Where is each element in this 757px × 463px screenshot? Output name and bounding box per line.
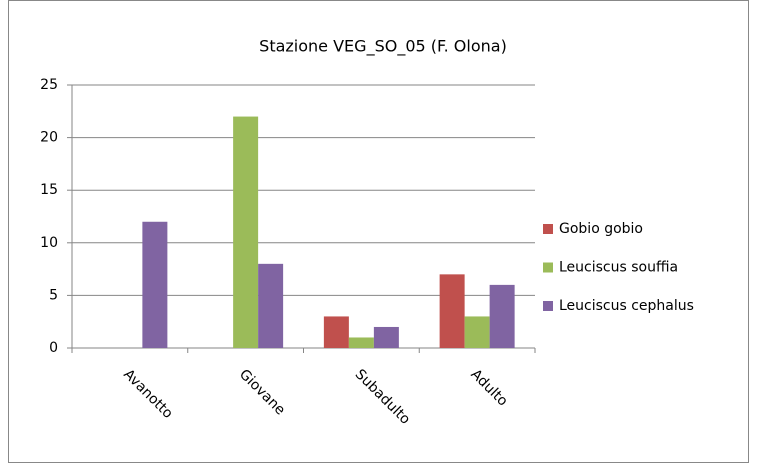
y-tick-label: 20 xyxy=(40,130,58,146)
y-tick-label: 15 xyxy=(40,182,58,198)
legend-swatch xyxy=(543,262,553,273)
legend-label: Leuciscus cephalus xyxy=(559,298,694,314)
bar xyxy=(489,284,515,348)
y-tick-label: 25 xyxy=(40,77,58,93)
legend-swatch xyxy=(543,301,553,311)
legend-swatch xyxy=(543,224,553,234)
legend-label: Gobio gobio xyxy=(559,221,643,237)
bar xyxy=(464,316,490,348)
bar xyxy=(373,326,399,348)
bar xyxy=(323,316,349,348)
y-tick-label: 10 xyxy=(40,235,58,251)
bar xyxy=(258,263,284,348)
bar xyxy=(439,274,465,348)
bar xyxy=(233,116,259,348)
y-tick-label: 0 xyxy=(49,340,58,356)
chart-frame xyxy=(8,0,749,463)
bar xyxy=(348,337,374,348)
y-tick-label: 5 xyxy=(49,287,58,303)
bar xyxy=(142,221,168,348)
chart-title: Stazione VEG_SO_05 (F. Olona) xyxy=(259,37,507,57)
legend-label: Leuciscus souffia xyxy=(559,260,678,276)
